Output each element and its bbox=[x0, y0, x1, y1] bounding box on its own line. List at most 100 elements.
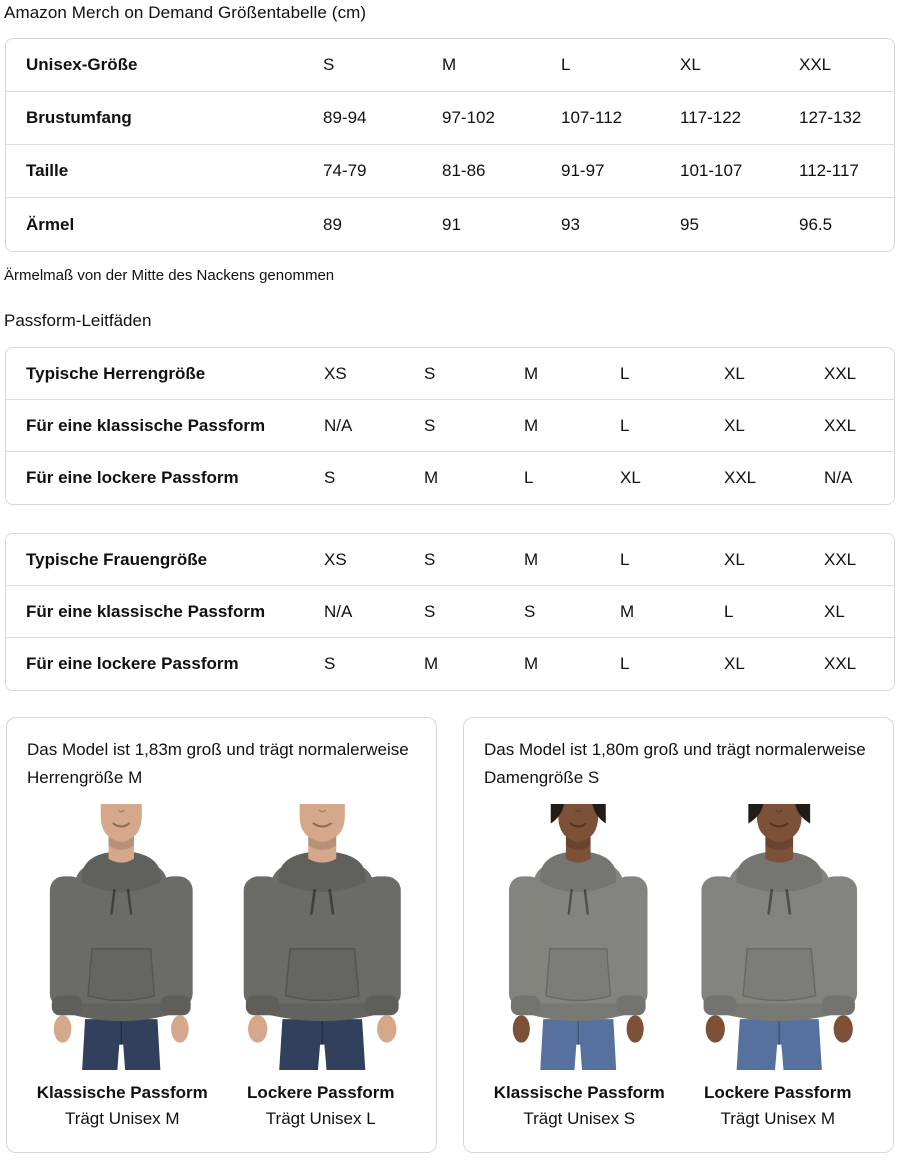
hoodie-model-graphic bbox=[507, 804, 649, 1070]
row-label: Brustumfang bbox=[26, 108, 132, 127]
sleeve-measure-note: Ärmelmaß von der Mitte des Nackens genom… bbox=[4, 267, 335, 284]
size-cell: N/A bbox=[324, 415, 353, 435]
size-cell: S bbox=[324, 654, 336, 673]
size-cell: XS bbox=[324, 549, 347, 569]
fit-label: Klassische Passform bbox=[493, 1083, 665, 1102]
size-cell: XL bbox=[724, 363, 745, 383]
size-cell: M bbox=[442, 55, 457, 74]
photo-captions: Klassische Passform Trägt Unisex M Locke… bbox=[23, 1080, 420, 1132]
photo-caption: Klassische Passform Trägt Unisex M bbox=[23, 1080, 222, 1132]
model-photo-classic-fit bbox=[480, 804, 677, 1070]
measure-cell: 89 bbox=[323, 214, 342, 234]
size-cell: N/A bbox=[324, 601, 353, 621]
row-label: Für eine klassische Passform bbox=[26, 601, 266, 621]
size-cell: L bbox=[724, 601, 734, 621]
size-cell: S bbox=[424, 601, 436, 621]
size-cell: XXL bbox=[824, 654, 857, 673]
table-row: Für eine klassische Passform N/A S S M L… bbox=[6, 586, 894, 638]
row-label: Typische Frauengröße bbox=[26, 549, 208, 569]
table-row: Für eine lockere Passform S M L XL XXL N… bbox=[6, 452, 894, 504]
model-card-women: Das Model ist 1,80m groß und trägt norma… bbox=[463, 717, 894, 1153]
size-cell: L bbox=[561, 55, 571, 74]
fit-label: Lockere Passform bbox=[247, 1083, 395, 1102]
row-label: Für eine lockere Passform bbox=[26, 468, 239, 487]
mens-fit-table: Typische Herrengröße XS S M L XL XXL Für… bbox=[5, 347, 895, 505]
worn-size-label: Trägt Unisex M bbox=[720, 1109, 836, 1128]
worn-size-label: Trägt Unisex S bbox=[523, 1109, 636, 1128]
womens-fit-table: Typische Frauengröße XS S M L XL XXL Für… bbox=[5, 533, 895, 691]
measure-cell: 101-107 bbox=[680, 161, 743, 180]
measure-cell: 81-86 bbox=[442, 161, 486, 180]
measure-cell: 93 bbox=[561, 214, 580, 234]
measure-cell: 74-79 bbox=[323, 161, 367, 180]
table-row: Für eine klassische Passform N/A S M L X… bbox=[6, 400, 894, 452]
table-row: Unisex-Größe S M L XL XXL bbox=[6, 39, 894, 92]
table-row: Typische Frauengröße XS S M L XL XXL bbox=[6, 534, 894, 586]
size-cell: S bbox=[524, 601, 536, 621]
size-cell: L bbox=[524, 468, 534, 487]
measure-cell: 127-132 bbox=[799, 108, 862, 127]
model-photos bbox=[23, 804, 420, 1070]
size-cell: XXL bbox=[824, 415, 857, 435]
measure-cell: 107-112 bbox=[561, 108, 623, 127]
size-cell: XS bbox=[324, 363, 347, 383]
size-cell: XXL bbox=[824, 549, 857, 569]
worn-size-label: Trägt Unisex M bbox=[64, 1109, 180, 1128]
size-cell: M bbox=[424, 468, 439, 487]
size-cell: S bbox=[323, 55, 335, 74]
table-row: Taille 74-79 81-86 91-97 101-107 112-117 bbox=[6, 145, 894, 198]
measure-cell: 91 bbox=[442, 214, 461, 234]
model-photos bbox=[480, 804, 877, 1070]
measure-cell: 96.5 bbox=[799, 214, 833, 234]
photo-caption: Lockere Passform Trägt Unisex M bbox=[679, 1080, 878, 1132]
fit-guides-heading: Passform-Leitfäden bbox=[4, 311, 152, 330]
row-label: Taille bbox=[26, 161, 69, 180]
table-row: Für eine lockere Passform S M M L XL XXL bbox=[6, 638, 894, 690]
measure-cell: 112-117 bbox=[799, 161, 859, 180]
page-title: Amazon Merch on Demand Größentabelle (cm… bbox=[4, 3, 367, 22]
table-row: Ärmel 89 91 93 95 96.5 bbox=[6, 198, 894, 251]
size-cell: L bbox=[620, 415, 630, 435]
fit-label: Lockere Passform bbox=[704, 1083, 852, 1102]
row-label: Für eine lockere Passform bbox=[26, 654, 239, 673]
table-row: Brustumfang 89-94 97-102 107-112 117-122… bbox=[6, 92, 894, 145]
size-cell: XL bbox=[724, 654, 745, 673]
photo-captions: Klassische Passform Trägt Unisex S Locke… bbox=[480, 1080, 877, 1132]
size-cell: M bbox=[524, 654, 539, 673]
size-cell: M bbox=[524, 549, 539, 569]
model-description: Das Model ist 1,83m groß und trägt norma… bbox=[27, 740, 409, 787]
model-description: Das Model ist 1,80m groß und trägt norma… bbox=[484, 740, 866, 787]
size-cell: S bbox=[424, 415, 436, 435]
photo-caption: Klassische Passform Trägt Unisex S bbox=[480, 1080, 679, 1132]
size-cell: M bbox=[524, 415, 539, 435]
hoodie-model-graphic bbox=[48, 804, 194, 1070]
hoodie-model-graphic bbox=[241, 804, 402, 1070]
fit-label: Klassische Passform bbox=[36, 1083, 208, 1102]
size-cell: M bbox=[620, 601, 635, 621]
size-cell: S bbox=[424, 549, 436, 569]
size-cell: L bbox=[620, 549, 630, 569]
size-cell: XXL bbox=[824, 363, 857, 383]
row-label: Ärmel bbox=[26, 214, 75, 234]
worn-size-label: Trägt Unisex L bbox=[265, 1109, 376, 1128]
size-cell: L bbox=[620, 363, 630, 383]
measure-cell: 89-94 bbox=[323, 108, 367, 127]
size-cell: XL bbox=[620, 468, 641, 487]
unisex-size-table: Unisex-Größe S M L XL XXL Brustumfang 89… bbox=[5, 38, 895, 252]
model-cards-row: Das Model ist 1,83m groß und trägt norma… bbox=[6, 717, 894, 1153]
size-cell: M bbox=[524, 363, 539, 383]
size-chart-page: Amazon Merch on Demand Größentabelle (cm… bbox=[0, 3, 900, 1153]
hoodie-model-graphic bbox=[699, 804, 858, 1070]
model-photo-classic-fit bbox=[23, 804, 220, 1070]
model-photo-loose-fit bbox=[224, 804, 421, 1070]
size-cell: M bbox=[424, 654, 439, 673]
table-row: Typische Herrengröße XS S M L XL XXL bbox=[6, 348, 894, 400]
row-label: Unisex-Größe bbox=[26, 55, 138, 74]
row-label: Für eine klassische Passform bbox=[26, 415, 266, 435]
size-cell: XXL bbox=[724, 468, 757, 487]
size-cell: N/A bbox=[824, 468, 853, 487]
size-cell: XL bbox=[724, 549, 745, 569]
measure-cell: 95 bbox=[680, 214, 699, 234]
size-cell: XXL bbox=[799, 55, 832, 74]
measure-cell: 97-102 bbox=[442, 108, 495, 127]
